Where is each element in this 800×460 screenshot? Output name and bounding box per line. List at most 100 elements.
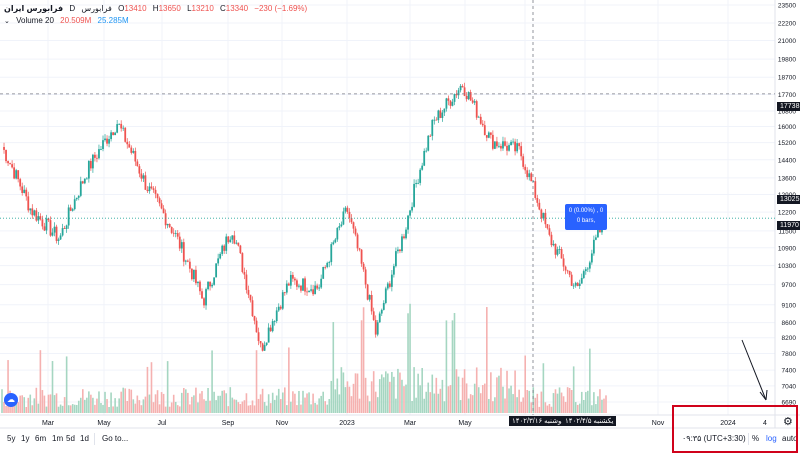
volume-bar xyxy=(496,377,498,413)
symbol-name[interactable]: فرابورس ایران xyxy=(4,4,64,13)
timeframe-1d[interactable]: 1d xyxy=(80,434,89,443)
candle-body xyxy=(89,161,92,169)
volume-bar xyxy=(528,390,531,413)
candle-body xyxy=(512,141,514,143)
candle-body xyxy=(431,119,434,136)
cloud-icon[interactable]: ☁ xyxy=(4,393,18,407)
candle-body xyxy=(75,197,78,200)
candle-body xyxy=(287,283,290,286)
candle-body xyxy=(17,170,20,180)
volume-bar xyxy=(336,378,339,413)
candle-body xyxy=(528,173,531,178)
candle-body xyxy=(243,272,246,275)
candle-body xyxy=(544,212,547,225)
goto-button[interactable]: Go to... xyxy=(102,434,129,443)
x-tick-label: Nov xyxy=(276,420,289,427)
volume-bar xyxy=(156,390,159,413)
volume-bar xyxy=(502,386,504,413)
candle-body xyxy=(473,101,476,103)
volume-bar xyxy=(457,376,460,413)
volume-bar xyxy=(108,406,110,413)
volume-bar xyxy=(536,393,539,413)
volume-bar xyxy=(401,379,403,413)
volume-bar xyxy=(542,363,545,413)
candle-body xyxy=(514,141,516,152)
candle-body xyxy=(15,170,18,179)
candle-body xyxy=(594,237,597,240)
volume-bar xyxy=(463,369,466,413)
volume-bar xyxy=(324,401,327,413)
candle-body xyxy=(526,170,529,178)
candle-body xyxy=(409,210,411,216)
timeframe-6m[interactable]: 6m xyxy=(35,434,47,443)
candle-body xyxy=(445,98,448,109)
volume-bar xyxy=(65,356,68,413)
volume-bar xyxy=(136,395,139,413)
y-tick-label: 7400 xyxy=(782,368,797,375)
volume-bar xyxy=(144,396,147,413)
log-scale-button[interactable]: log xyxy=(766,434,777,443)
percent-scale-button[interactable]: % xyxy=(752,434,760,443)
volume-bar xyxy=(568,387,571,413)
timeframe-5d[interactable]: 5d xyxy=(66,434,75,443)
candle-body xyxy=(366,284,369,300)
volume-bar xyxy=(279,399,282,413)
volume-bar xyxy=(55,393,58,413)
volume-bar xyxy=(61,405,64,413)
volume-bar xyxy=(110,392,112,413)
interval-label[interactable]: D xyxy=(69,4,76,13)
collapse-icon[interactable]: ⌄ xyxy=(4,18,10,25)
volume-ma-value: 25.285M xyxy=(97,16,129,25)
volume-bar xyxy=(429,392,432,413)
volume-bar xyxy=(352,383,355,413)
volume-bar xyxy=(203,399,205,413)
low-label: L xyxy=(187,4,192,13)
candle-body xyxy=(510,141,512,146)
timeframe-5y[interactable]: 5y xyxy=(7,434,16,443)
candle-body xyxy=(225,236,228,251)
volume-bar xyxy=(338,394,341,413)
volume-bar xyxy=(243,400,246,413)
candle-body xyxy=(358,248,361,250)
timeframe-1y[interactable]: 1y xyxy=(21,434,30,443)
volume-bar xyxy=(403,386,405,413)
candle-body xyxy=(493,141,496,149)
volume-bar xyxy=(423,398,425,413)
volume-bar xyxy=(281,392,284,413)
volume-bar xyxy=(526,389,529,413)
volume-bar xyxy=(75,404,78,413)
candle-body xyxy=(312,289,314,295)
volume-bar xyxy=(116,406,118,413)
timezone-label[interactable]: ۰۹:۳۵ (UTC+3:30) xyxy=(682,434,746,443)
candle-body xyxy=(116,124,119,133)
candle-body xyxy=(546,224,549,229)
candle-body xyxy=(500,145,502,149)
candle-body xyxy=(223,245,226,251)
volume-bar xyxy=(415,397,417,413)
candle-body xyxy=(184,260,187,262)
timeframe-1m[interactable]: 1m xyxy=(52,434,64,443)
candle-body xyxy=(491,134,494,149)
candle-body xyxy=(455,94,458,96)
volume-bar xyxy=(142,399,145,413)
volume-bar xyxy=(306,393,308,413)
y-tick-label: 16800 xyxy=(778,109,796,116)
volume-bar xyxy=(340,367,343,413)
volume-bar xyxy=(235,399,238,413)
candle-body xyxy=(289,274,292,286)
volume-legend: ⌄ Volume 20 20.509M 25.285M xyxy=(4,16,133,25)
candle-body xyxy=(102,140,104,150)
candle-body xyxy=(578,283,581,286)
candle-body xyxy=(310,289,312,291)
candle-body xyxy=(207,281,209,290)
candle-body xyxy=(318,287,321,289)
gear-icon[interactable]: ⚙ xyxy=(783,416,793,428)
volume-bar xyxy=(166,361,169,413)
candle-body xyxy=(239,245,242,254)
auto-scale-button[interactable]: auto xyxy=(782,434,798,443)
volume-bar xyxy=(269,403,272,413)
candle-body xyxy=(13,167,16,179)
y-tick-label: 6690 xyxy=(782,400,797,407)
volume-bar xyxy=(483,383,486,413)
